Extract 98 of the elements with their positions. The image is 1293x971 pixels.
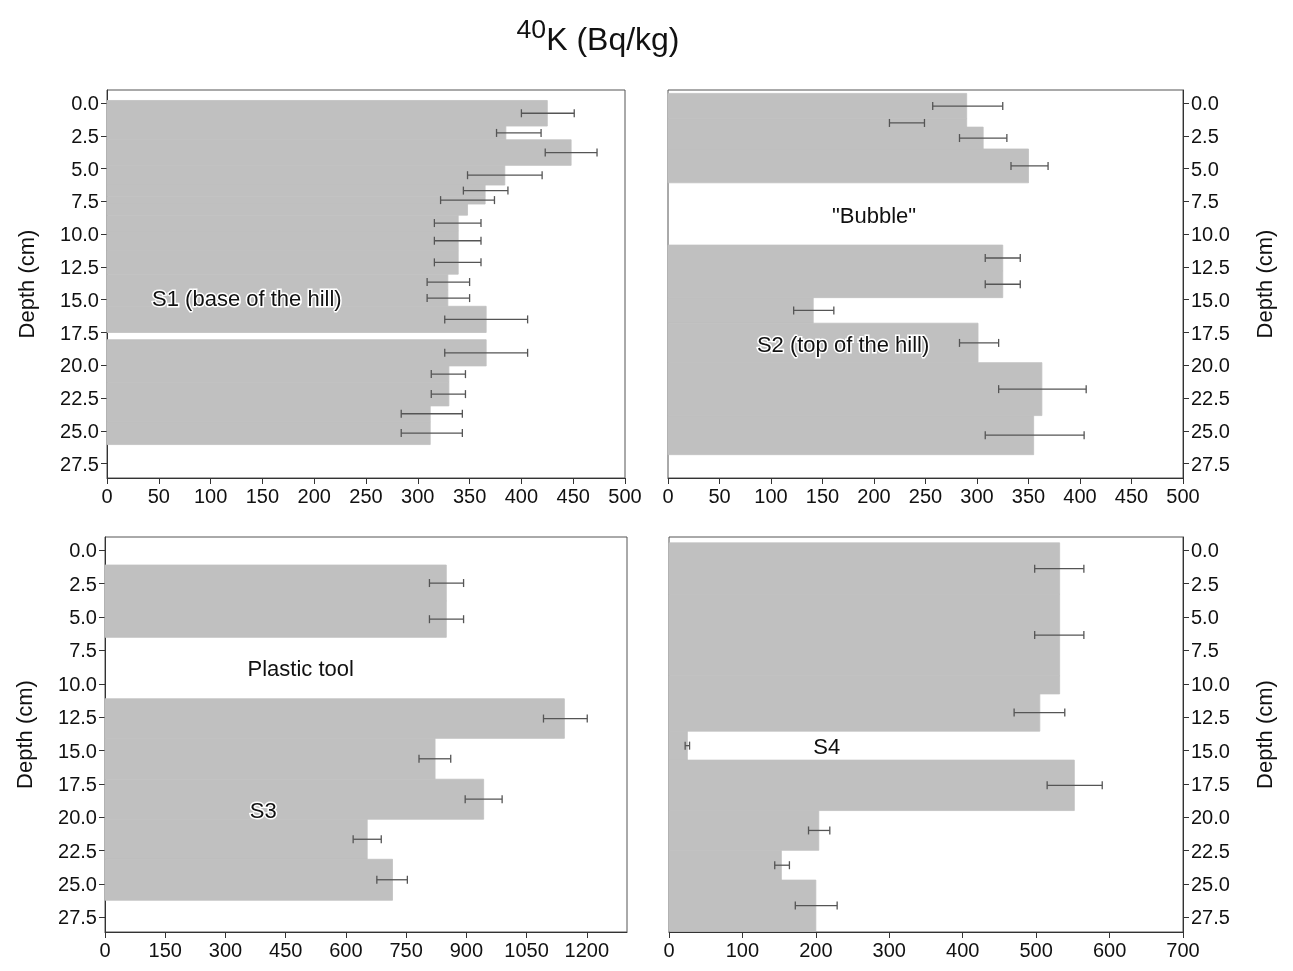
- y-tick-label: 10.0: [1191, 223, 1230, 246]
- x-tick-label: 450: [269, 939, 303, 961]
- x-tick-label: 500: [1166, 485, 1200, 507]
- y-tick-label: 12.5: [60, 255, 99, 278]
- y-tick-label: 15.0: [1191, 288, 1230, 311]
- x-tick-label: 1200: [564, 939, 610, 961]
- y-tick-label: 12.5: [1191, 255, 1230, 278]
- x-tick-label: 50: [147, 485, 170, 507]
- x-tick-label: 0: [99, 939, 111, 961]
- x-tick-label: 200: [799, 939, 833, 961]
- annotation: S4: [813, 733, 841, 759]
- y-tick-label: 17.5: [1191, 772, 1230, 795]
- y-tick-label: 20.0: [1191, 806, 1230, 829]
- y-tick-label: 7.5: [1191, 190, 1219, 213]
- y-tick-label: 5.0: [1191, 606, 1219, 629]
- annotation: S2 (top of the hill): [756, 331, 930, 357]
- y-tick-label: 20.0: [60, 354, 99, 377]
- y-tick-label: 25.0: [58, 872, 97, 895]
- y-tick-label: 7.5: [71, 190, 99, 213]
- x-tick-label: 300: [872, 939, 906, 961]
- x-tick-label: 500: [608, 485, 642, 507]
- y-tick-label: 12.5: [1191, 706, 1230, 729]
- x-tick-label: 150: [148, 939, 182, 961]
- y-tick-label: 15.0: [60, 288, 99, 311]
- x-tick-label: 250: [349, 485, 383, 507]
- y-tick-label: 2.5: [69, 572, 97, 595]
- y-tick-label: 17.5: [1191, 321, 1230, 344]
- y-tick-label: 2.5: [1191, 572, 1219, 595]
- x-tick-label: 300: [960, 485, 994, 507]
- y-tick-label: 27.5: [60, 452, 99, 475]
- x-tick-label: 900: [449, 939, 484, 961]
- annotation: "Bubble": [831, 203, 917, 229]
- y-tick-label: 0.0: [1191, 92, 1219, 115]
- y-tick-label: 12.5: [58, 706, 97, 729]
- y-tick-label: 0.0: [1191, 539, 1219, 562]
- chart-title: $^{40}$K (Bq/kg): [515, 14, 681, 58]
- annotation: S1 (base of the hill): [152, 285, 342, 311]
- y-tick-label: 27.5: [1191, 906, 1230, 929]
- y-tick-label: 15.0: [58, 739, 97, 762]
- y-tick-label: 10.0: [1191, 672, 1230, 695]
- x-tick-label: 450: [556, 485, 590, 507]
- y-tick-label: 27.5: [1191, 452, 1230, 475]
- y-tick-label: 17.5: [58, 772, 97, 795]
- x-tick-label: 700: [1166, 939, 1200, 961]
- x-tick-label: 750: [389, 939, 423, 961]
- x-tick-label: 350: [452, 485, 487, 507]
- x-tick-label: 400: [1063, 485, 1097, 507]
- x-tick-label: 100: [754, 485, 788, 507]
- y-tick-label: 2.5: [1191, 124, 1219, 147]
- y-axis-title: Depth (cm): [11, 680, 37, 789]
- y-axis-title: Depth (cm): [13, 229, 39, 339]
- y-tick-label: 2.5: [71, 124, 99, 147]
- y-tick-label: 0.0: [71, 92, 99, 115]
- y-tick-label: 10.0: [60, 223, 99, 246]
- y-tick-label: 0.0: [69, 539, 97, 562]
- annotation: Plastic tool: [247, 656, 354, 682]
- y-tick-label: 25.0: [60, 419, 99, 442]
- y-tick-label: 20.0: [58, 806, 97, 829]
- y-tick-label: 5.0: [1191, 157, 1219, 180]
- y-tick-label: 5.0: [69, 606, 97, 629]
- y-tick-label: 22.5: [58, 839, 97, 862]
- x-tick-label: 250: [908, 485, 943, 507]
- y-tick-label: 20.0: [1191, 354, 1230, 377]
- x-tick-label: 50: [708, 485, 731, 507]
- x-tick-label: 100: [725, 939, 760, 961]
- annotation: S3: [249, 798, 277, 824]
- x-tick-label: 200: [857, 485, 891, 507]
- x-tick-label: 400: [946, 939, 980, 961]
- x-tick-label: 150: [245, 485, 280, 507]
- y-tick-label: 22.5: [60, 387, 99, 410]
- x-tick-label: 200: [297, 485, 331, 507]
- x-tick-label: 0: [662, 485, 674, 507]
- x-tick-label: 600: [329, 939, 363, 961]
- y-tick-label: 22.5: [1191, 839, 1230, 862]
- y-tick-label: 25.0: [1191, 419, 1230, 442]
- y-tick-label: 17.5: [60, 321, 99, 344]
- y-tick-label: 15.0: [1191, 739, 1230, 762]
- x-tick-label: 100: [193, 485, 228, 507]
- y-tick-label: 27.5: [58, 906, 97, 929]
- x-tick-label: 600: [1092, 939, 1127, 961]
- x-tick-label: 400: [504, 485, 539, 507]
- y-tick-label: 7.5: [69, 639, 97, 662]
- y-axis-title: Depth (cm): [1251, 229, 1277, 339]
- x-tick-label: 1050: [504, 939, 549, 961]
- x-tick-label: 150: [805, 485, 840, 507]
- x-tick-label: 0: [101, 485, 113, 507]
- y-tick-label: 25.0: [1191, 872, 1230, 895]
- y-tick-label: 7.5: [1191, 639, 1219, 662]
- x-tick-label: 300: [208, 939, 243, 961]
- x-tick-label: 350: [1011, 485, 1046, 507]
- x-tick-label: 300: [401, 485, 435, 507]
- y-tick-label: 22.5: [1191, 387, 1230, 410]
- y-tick-label: 5.0: [71, 157, 99, 180]
- y-axis-title: Depth (cm): [1251, 680, 1277, 789]
- x-tick-label: 500: [1019, 939, 1053, 961]
- x-tick-label: 450: [1114, 485, 1149, 507]
- x-tick-label: 0: [663, 939, 675, 961]
- y-tick-label: 10.0: [58, 672, 97, 695]
